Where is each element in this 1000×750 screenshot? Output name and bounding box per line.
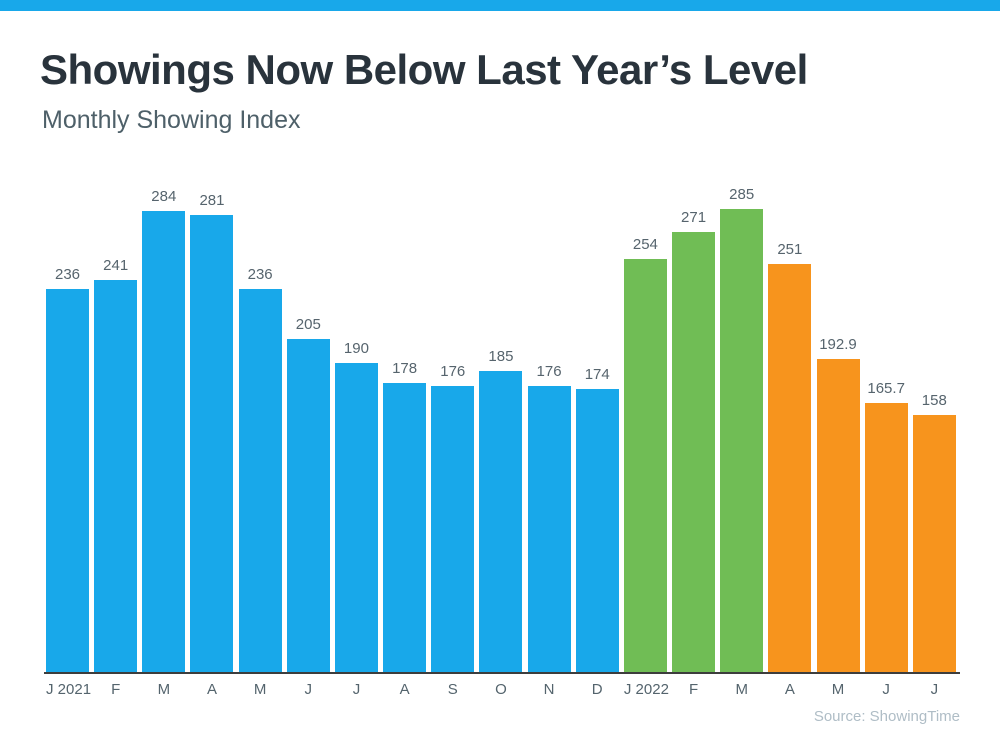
bar bbox=[623, 259, 667, 672]
plot-area: 236 241 284 281 236 205 190 178 176 185 176 174 254 2… bbox=[46, 150, 956, 672]
x-axis-label: J 2021 bbox=[46, 681, 92, 698]
bar-value-label: 281 bbox=[199, 192, 225, 209]
bar bbox=[238, 289, 282, 672]
bar bbox=[431, 386, 475, 672]
bar-slot: 165.7 bbox=[864, 380, 908, 672]
bar-slot: 185 bbox=[479, 348, 523, 672]
bar-slot: 178 bbox=[383, 360, 427, 672]
bar-slot: 176 bbox=[527, 363, 571, 672]
bar-value-label: 178 bbox=[392, 360, 418, 377]
x-axis-label: J bbox=[304, 681, 313, 698]
bar-slot: 205 bbox=[286, 316, 330, 672]
bar-value-label: 285 bbox=[729, 186, 755, 203]
bar-slot: 158 bbox=[912, 392, 956, 672]
bar-slot: 284 bbox=[142, 188, 186, 672]
bar-slot: 271 bbox=[672, 209, 716, 672]
bar-slot: 241 bbox=[94, 257, 138, 672]
bar-value-label: 192.9 bbox=[819, 336, 857, 353]
bar-value-label: 241 bbox=[103, 257, 129, 274]
bar-value-label: 205 bbox=[295, 316, 321, 333]
x-axis-line bbox=[44, 672, 960, 674]
bar bbox=[334, 363, 378, 672]
bar-value-label: 158 bbox=[921, 392, 947, 409]
x-axis-label: M bbox=[157, 681, 171, 698]
x-axis-label: M bbox=[831, 681, 845, 698]
x-axis-label: S bbox=[447, 681, 458, 698]
x-axis-label: D bbox=[591, 681, 603, 698]
top-accent-bar bbox=[0, 0, 1000, 11]
bar-value-label: 174 bbox=[584, 366, 610, 383]
bar bbox=[816, 359, 860, 672]
bar-value-label: 190 bbox=[343, 340, 369, 357]
bar bbox=[527, 386, 571, 672]
bar-value-label: 236 bbox=[247, 266, 273, 283]
bar-value-label: 185 bbox=[488, 348, 514, 365]
bar-slot: 236 bbox=[238, 266, 282, 672]
bar-value-label: 236 bbox=[54, 266, 81, 283]
x-axis-labels: J 2021 F M A M J J A S O N D J 2022 F M A M J J bbox=[46, 681, 956, 698]
bar bbox=[575, 389, 619, 672]
x-axis-label: M bbox=[735, 681, 748, 698]
x-axis-label: N bbox=[543, 681, 555, 698]
x-axis-label: J bbox=[352, 681, 361, 698]
bar-slot: 190 bbox=[334, 340, 378, 672]
bar bbox=[479, 371, 523, 672]
x-axis-label: J bbox=[882, 681, 890, 698]
bar-value-label: 254 bbox=[632, 236, 658, 253]
page-title: Showings Now Below Last Year’s Level bbox=[40, 46, 808, 93]
bar-slot: 285 bbox=[720, 186, 764, 672]
x-axis-label: A bbox=[399, 681, 410, 698]
bar-slot: 192.9 bbox=[816, 336, 860, 672]
bar-value-label: 176 bbox=[536, 363, 562, 380]
bar bbox=[46, 289, 89, 672]
bar bbox=[94, 280, 138, 672]
bar bbox=[768, 264, 812, 672]
bar bbox=[286, 339, 330, 672]
bar-slot: 254 bbox=[623, 236, 667, 672]
x-axis-label: O bbox=[495, 681, 507, 698]
source-attribution: Source: ShowingTime bbox=[813, 708, 960, 725]
x-axis-label: F bbox=[688, 681, 699, 698]
x-axis-label: J bbox=[930, 681, 939, 698]
bar-slot: 251 bbox=[768, 241, 812, 672]
bar bbox=[912, 415, 956, 672]
bar-slot: 236 bbox=[46, 266, 89, 672]
bar-value-label: 251 bbox=[777, 241, 803, 258]
bar-value-label: 271 bbox=[681, 209, 707, 226]
x-axis-label: M bbox=[253, 681, 267, 698]
bar-value-label: 165.7 bbox=[867, 380, 905, 397]
bar bbox=[672, 232, 716, 672]
bar-slot: 176 bbox=[431, 363, 475, 672]
chart-subtitle: Monthly Showing Index bbox=[42, 106, 301, 134]
x-axis-label: A bbox=[206, 681, 217, 698]
bar bbox=[190, 215, 234, 672]
x-axis-label: A bbox=[784, 681, 795, 698]
bar bbox=[142, 211, 186, 672]
bar bbox=[383, 383, 427, 672]
x-axis-label: F bbox=[111, 681, 121, 698]
bar-value-label: 284 bbox=[151, 188, 177, 205]
bar-slot: 281 bbox=[190, 192, 234, 672]
bar bbox=[864, 403, 908, 672]
bar-value-label: 176 bbox=[440, 363, 466, 380]
bar bbox=[720, 209, 764, 672]
x-axis-label: J 2022 bbox=[623, 681, 669, 698]
bar-slot: 174 bbox=[575, 366, 619, 672]
